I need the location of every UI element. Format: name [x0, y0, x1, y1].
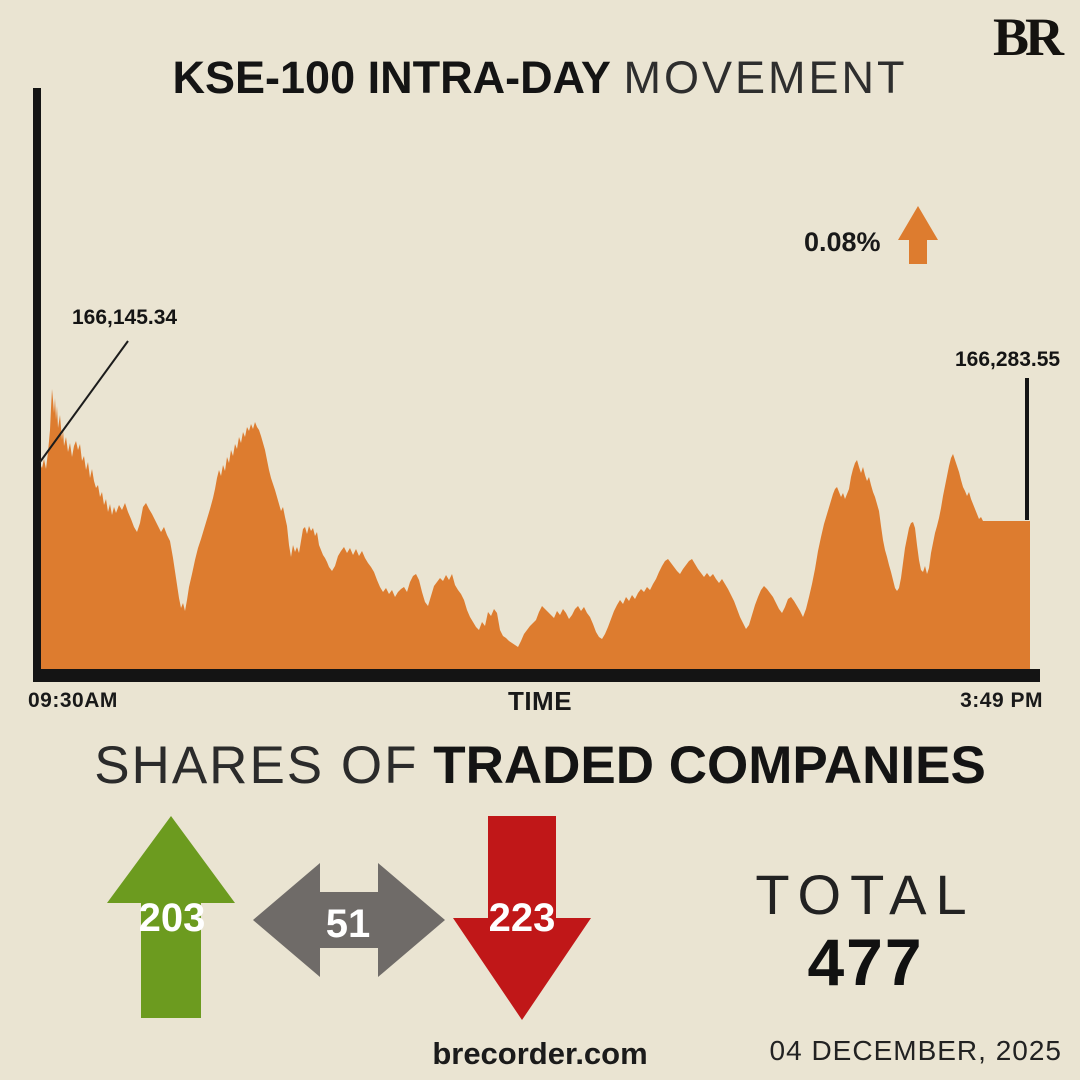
shares-heading-light: SHARES OF: [94, 736, 419, 795]
unchanged-double-arrow-icon: [253, 863, 445, 977]
change-up-arrow-icon: [898, 206, 938, 264]
total-label: TOTAL: [755, 863, 976, 926]
close-leader-line: [1025, 378, 1029, 520]
x-axis: [33, 669, 1040, 682]
open-value-label: 166,145.34: [72, 306, 178, 329]
page-title-bold: KSE-100 INTRA-DAY: [172, 52, 611, 103]
x-axis-end-tick: 3:49 PM: [960, 689, 1043, 712]
date-label: 04 DECEMBER, 2025: [769, 1035, 1062, 1066]
close-value-label: 166,283.55: [955, 348, 1061, 371]
open-leader-line: [39, 340, 129, 463]
x-axis-start-tick: 09:30AM: [28, 689, 118, 712]
page-title: KSE-100 INTRA-DAY MOVEMENT: [0, 54, 1080, 101]
shares-heading-bold: TRADED COMPANIES: [433, 736, 986, 795]
index-area: [38, 389, 1030, 671]
total-count: 477: [807, 925, 924, 999]
shares-heading: SHARES OF TRADED COMPANIES: [0, 738, 1080, 794]
decliners-count: 223: [488, 896, 556, 940]
advancers-up-arrow-icon: [107, 816, 235, 1018]
br-logo: BR: [992, 7, 1064, 67]
x-axis-title: TIME: [507, 686, 573, 716]
y-axis: [33, 88, 41, 682]
page-title-light: MOVEMENT: [623, 52, 908, 103]
advancers-count: 203: [138, 896, 206, 940]
change-percent-label: 0.08%: [804, 227, 881, 257]
decliners-down-arrow-icon: [453, 816, 591, 1020]
website-footer: brecorder.com: [432, 1036, 648, 1071]
unchanged-count: 51: [325, 902, 371, 946]
